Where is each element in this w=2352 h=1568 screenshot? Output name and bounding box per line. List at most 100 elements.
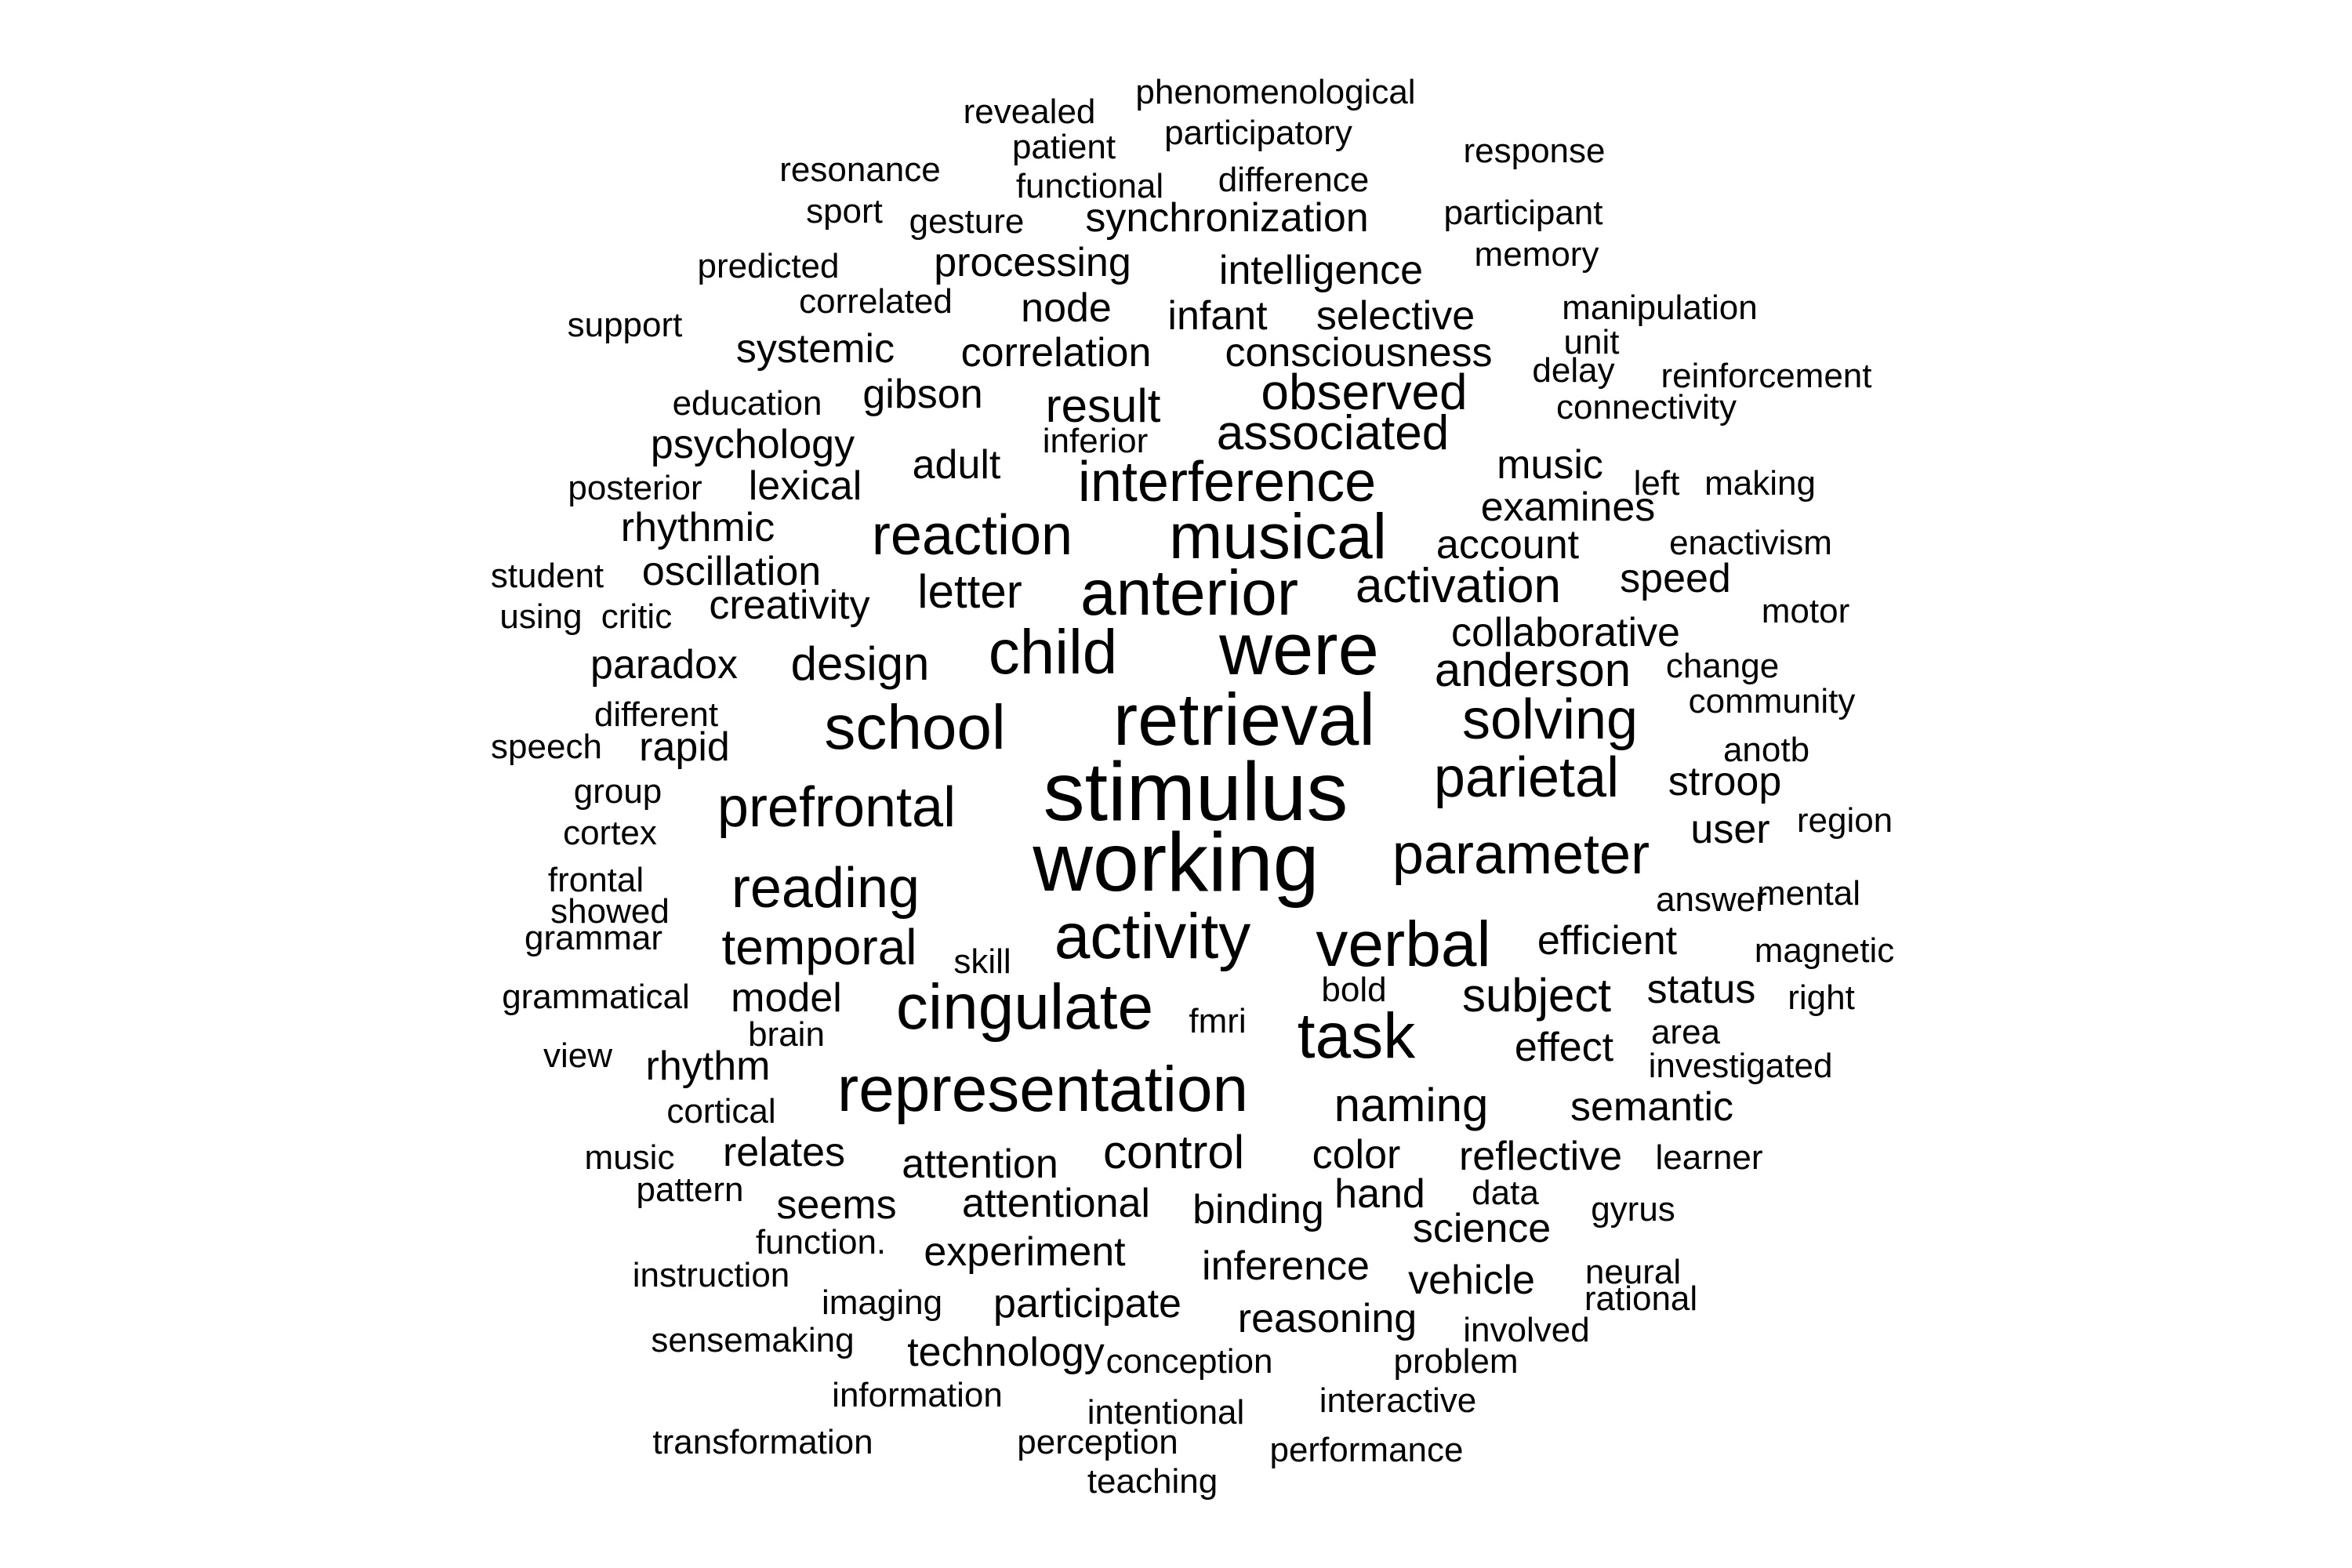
word-cloud-word: manipulation bbox=[1562, 289, 1758, 327]
word-cloud-word: right bbox=[1788, 978, 1855, 1017]
word-cloud-word: musical bbox=[1169, 501, 1387, 572]
word-cloud-word: color bbox=[1312, 1132, 1401, 1178]
word-cloud-word: stroop bbox=[1668, 759, 1782, 804]
word-cloud-word: region bbox=[1796, 801, 1893, 840]
word-cloud-word: control bbox=[1102, 1126, 1245, 1178]
word-cloud-word: learner bbox=[1655, 1138, 1763, 1177]
word-cloud-word: psychology bbox=[650, 422, 855, 467]
word-cloud-word: vehicle bbox=[1408, 1258, 1535, 1303]
word-cloud-word: temporal bbox=[721, 919, 917, 975]
word-cloud-word: participant bbox=[1443, 194, 1603, 232]
word-cloud-word: attention bbox=[902, 1142, 1058, 1187]
word-cloud-word: cortical bbox=[666, 1092, 776, 1131]
word-cloud-word: relates bbox=[722, 1130, 846, 1175]
word-cloud-word: inferior bbox=[1042, 422, 1149, 460]
word-cloud-word: participate bbox=[993, 1281, 1181, 1327]
word-cloud-word: change bbox=[1665, 647, 1780, 685]
word-cloud-word: activation bbox=[1356, 559, 1561, 613]
word-cloud-word: activity bbox=[1054, 901, 1251, 972]
word-cloud-word: node bbox=[1021, 285, 1112, 331]
word-cloud-word: pattern bbox=[636, 1171, 744, 1209]
word-cloud-word: speech bbox=[491, 728, 602, 766]
word-cloud-word: synchronization bbox=[1085, 195, 1369, 241]
word-cloud-word: enactivism bbox=[1669, 524, 1832, 562]
word-cloud-word: predicted bbox=[697, 247, 840, 285]
word-cloud-word: delay bbox=[1532, 351, 1615, 390]
word-cloud-word: effect bbox=[1514, 1025, 1614, 1070]
word-cloud-word: music bbox=[584, 1138, 675, 1177]
word-cloud-word: were bbox=[1219, 608, 1379, 690]
word-cloud-word: reaction bbox=[871, 504, 1073, 567]
word-cloud-word: anotb bbox=[1722, 731, 1810, 769]
word-cloud-word: mental bbox=[1756, 874, 1861, 913]
word-cloud-word: account bbox=[1436, 522, 1580, 568]
word-cloud-word: correlated bbox=[799, 282, 953, 321]
word-cloud-word: technology bbox=[907, 1330, 1105, 1375]
word-cloud-word: grammatical bbox=[502, 978, 690, 1016]
word-cloud-word: task bbox=[1297, 1000, 1416, 1072]
word-cloud-word: paradox bbox=[590, 642, 738, 688]
word-cloud-word: group bbox=[573, 772, 662, 811]
word-cloud-word: information bbox=[832, 1376, 1003, 1414]
word-cloud-word: attentional bbox=[962, 1181, 1150, 1226]
word-cloud-word: functional bbox=[1015, 167, 1164, 205]
word-cloud-word: sport bbox=[806, 192, 883, 230]
word-cloud-word: involved bbox=[1463, 1311, 1590, 1349]
word-cloud-word: investigated bbox=[1648, 1047, 1833, 1085]
word-cloud-word: showed bbox=[550, 892, 670, 931]
word-cloud-word: reasoning bbox=[1237, 1296, 1417, 1341]
word-cloud-word: subject bbox=[1461, 969, 1612, 1022]
word-cloud-word: community bbox=[1688, 682, 1856, 720]
word-cloud-word: semantic bbox=[1570, 1084, 1734, 1130]
word-cloud-word: hand bbox=[1334, 1171, 1425, 1217]
word-cloud-word: critic bbox=[601, 597, 673, 636]
word-cloud-word: revealed bbox=[963, 93, 1096, 131]
word-cloud-word: sensemaking bbox=[651, 1321, 855, 1359]
word-cloud-word: connectivity bbox=[1556, 388, 1737, 426]
word-cloud-word: using bbox=[499, 597, 583, 636]
word-cloud-word: making bbox=[1704, 464, 1816, 503]
word-cloud-word: cortex bbox=[563, 814, 657, 852]
word-cloud-word: gesture bbox=[909, 202, 1025, 241]
word-cloud-word: anterior bbox=[1080, 557, 1299, 629]
word-cloud-word: cingulate bbox=[895, 971, 1154, 1043]
word-cloud-word: creativity bbox=[709, 583, 870, 628]
word-cloud-word: inference bbox=[1202, 1243, 1370, 1289]
word-cloud-word: reflective bbox=[1458, 1134, 1623, 1179]
word-cloud-word: neural bbox=[1584, 1253, 1682, 1291]
word-cloud-word: reading bbox=[731, 857, 920, 920]
word-cloud-word: phenomenological bbox=[1135, 73, 1416, 111]
word-cloud-word: posterior bbox=[568, 469, 702, 507]
word-cloud-word: representation bbox=[837, 1054, 1249, 1125]
word-cloud-word: area bbox=[1650, 1013, 1721, 1051]
word-cloud-word: lexical bbox=[748, 463, 862, 509]
word-cloud-word: interactive bbox=[1319, 1381, 1477, 1420]
word-cloud-word: verbal bbox=[1316, 909, 1491, 980]
word-cloud-word: music bbox=[1497, 442, 1603, 488]
word-cloud-word: efficient bbox=[1537, 918, 1678, 964]
word-cloud-word: fmri bbox=[1189, 1002, 1247, 1040]
word-cloud-word: grammar bbox=[524, 919, 663, 957]
word-cloud-word: systemic bbox=[735, 326, 895, 372]
word-cloud-word: function. bbox=[755, 1223, 887, 1261]
word-cloud-word: science bbox=[1412, 1206, 1552, 1251]
word-cloud-word: anderson bbox=[1434, 644, 1632, 696]
word-cloud-word: magnetic bbox=[1754, 931, 1895, 970]
word-cloud-word: rhythmic bbox=[620, 505, 775, 550]
word-cloud-word: patient bbox=[1011, 128, 1116, 166]
word-cloud-word: speed bbox=[1620, 556, 1731, 601]
word-cloud-word: processing bbox=[934, 240, 1131, 285]
word-cloud-word: different bbox=[593, 695, 719, 734]
word-cloud-word: rhythm bbox=[645, 1044, 771, 1089]
word-cloud-word: answer bbox=[1656, 880, 1767, 919]
word-cloud-word: resonance bbox=[779, 151, 941, 189]
word-cloud-word: infant bbox=[1167, 293, 1268, 339]
word-cloud-word: view bbox=[543, 1036, 613, 1075]
word-cloud-word: working bbox=[1033, 816, 1319, 909]
word-cloud-word: unit bbox=[1563, 323, 1620, 361]
word-cloud-word: oscillation bbox=[641, 549, 822, 594]
word-cloud-word: memory bbox=[1474, 235, 1599, 274]
word-cloud-word: parietal bbox=[1433, 746, 1620, 809]
word-cloud-word: rapid bbox=[639, 724, 730, 770]
